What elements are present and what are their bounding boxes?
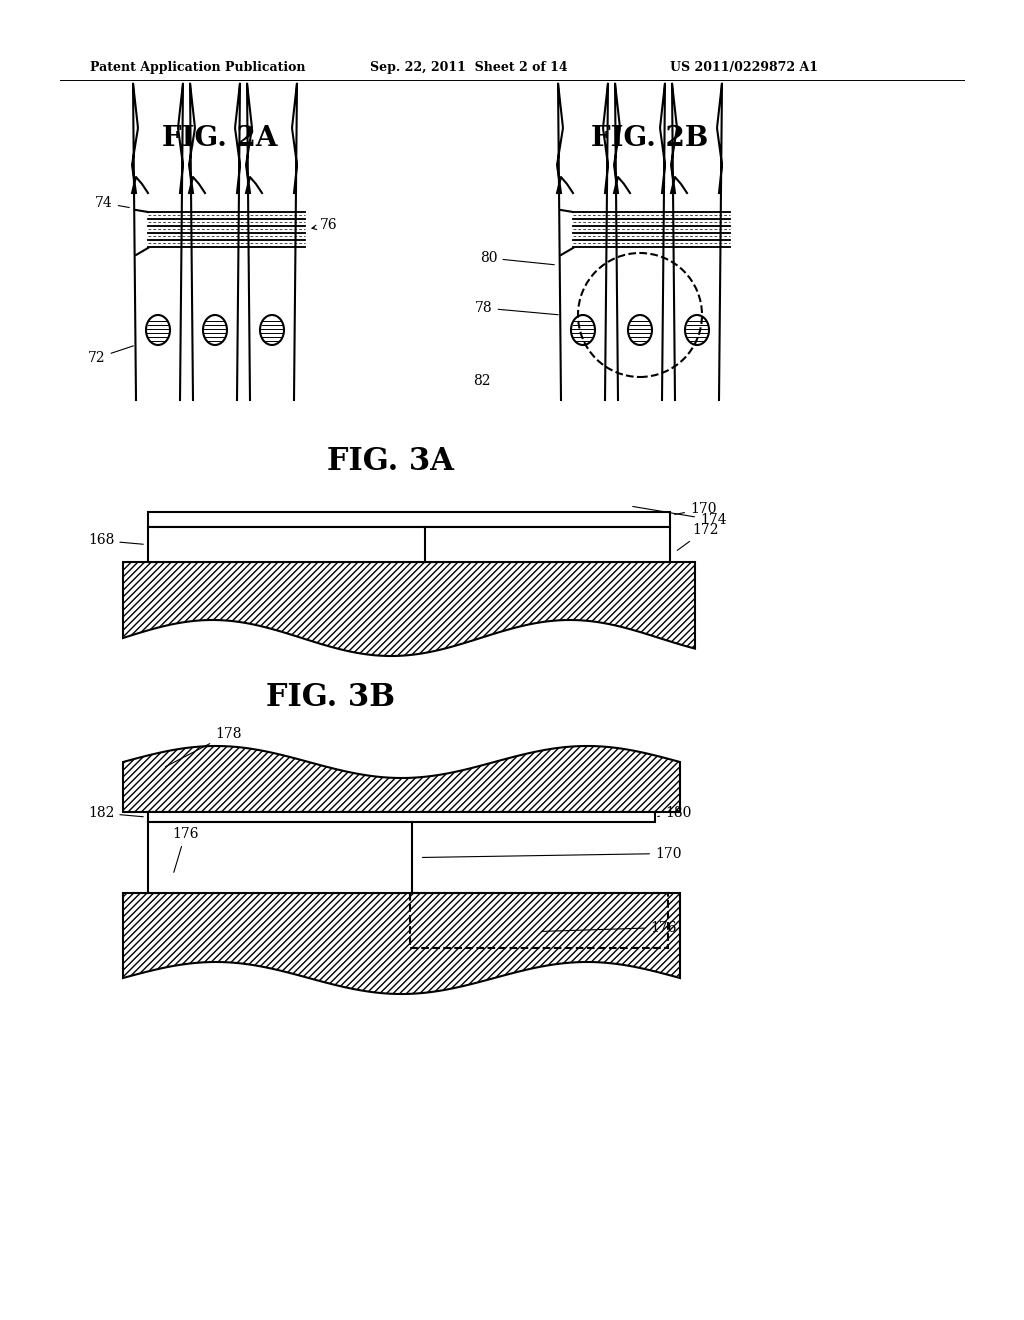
Text: 174: 174 [633, 507, 727, 527]
Text: 178: 178 [166, 727, 242, 767]
Text: 176: 176 [542, 920, 677, 935]
Ellipse shape [685, 315, 709, 345]
Text: 170: 170 [675, 502, 717, 516]
Ellipse shape [146, 315, 170, 345]
Text: 170: 170 [423, 846, 682, 861]
Text: 82: 82 [473, 374, 490, 388]
Ellipse shape [203, 315, 227, 345]
Bar [148, 812, 655, 822]
Text: FIG. 3B: FIG. 3B [265, 682, 394, 714]
Polygon shape [123, 746, 680, 812]
Text: 172: 172 [677, 523, 719, 550]
Bar [148, 527, 670, 562]
Text: 182: 182 [88, 807, 143, 820]
Text: 168: 168 [88, 533, 143, 548]
Ellipse shape [571, 315, 595, 345]
Text: FIG. 2A: FIG. 2A [162, 124, 278, 152]
Bar [148, 822, 412, 894]
Text: 176: 176 [172, 828, 199, 873]
Text: Patent Application Publication: Patent Application Publication [90, 62, 305, 74]
Text: US 2011/0229872 A1: US 2011/0229872 A1 [670, 62, 818, 74]
Text: 76: 76 [312, 218, 338, 232]
Text: 80: 80 [480, 251, 554, 265]
Text: 74: 74 [95, 195, 129, 210]
Text: FIG. 3A: FIG. 3A [327, 446, 454, 478]
Text: 78: 78 [475, 301, 558, 315]
Text: 180: 180 [657, 807, 691, 820]
Polygon shape [123, 894, 680, 994]
Ellipse shape [628, 315, 652, 345]
Text: 72: 72 [88, 346, 133, 366]
Text: FIG. 2B: FIG. 2B [592, 124, 709, 152]
Bar [410, 894, 668, 948]
Ellipse shape [260, 315, 284, 345]
Bar [148, 512, 670, 527]
Text: Sep. 22, 2011  Sheet 2 of 14: Sep. 22, 2011 Sheet 2 of 14 [370, 62, 567, 74]
Polygon shape [123, 562, 695, 656]
